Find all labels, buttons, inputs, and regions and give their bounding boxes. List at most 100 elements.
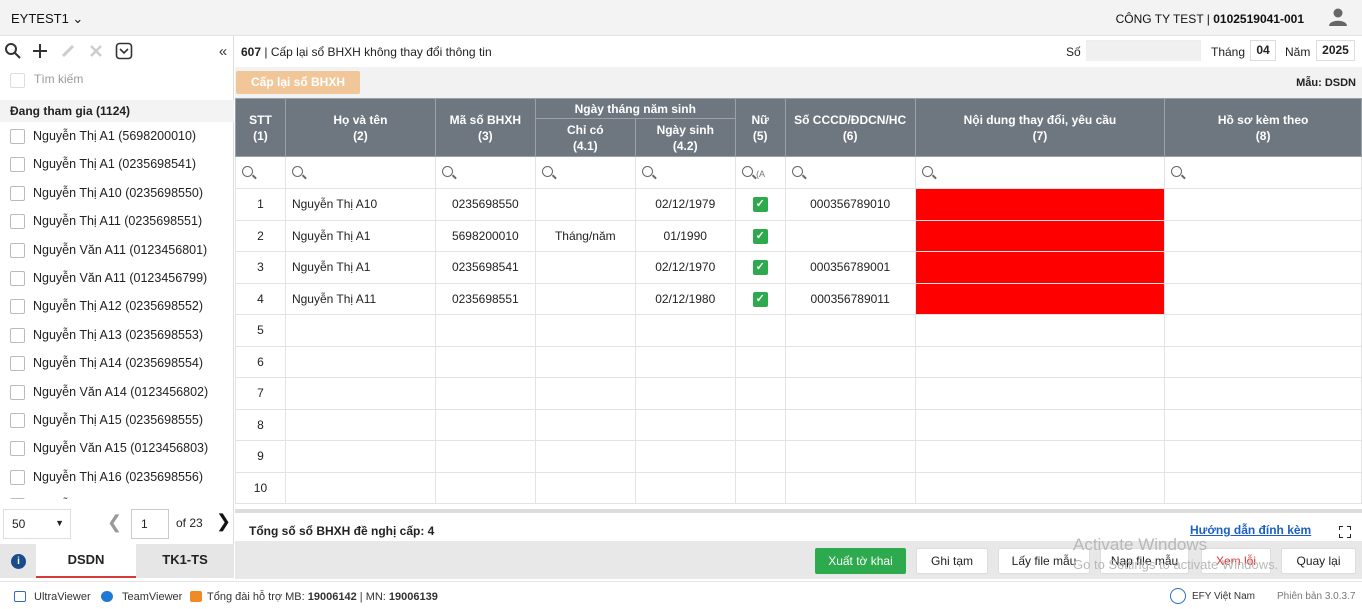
cell-empty[interactable] bbox=[1164, 408, 1362, 441]
cell-dob-only[interactable] bbox=[534, 188, 636, 221]
grid-scrollbar[interactable] bbox=[235, 509, 1362, 513]
cell-empty[interactable] bbox=[534, 471, 636, 504]
add-icon[interactable] bbox=[31, 42, 49, 60]
cell-empty[interactable] bbox=[734, 471, 786, 504]
cell-empty[interactable] bbox=[534, 314, 636, 347]
cell-empty[interactable] bbox=[434, 377, 536, 410]
list-item[interactable]: Nguyễn Văn A11 (0123456801) bbox=[0, 238, 234, 266]
cell-empty[interactable] bbox=[734, 377, 786, 410]
cell-empty[interactable] bbox=[284, 345, 436, 378]
cell-empty[interactable] bbox=[534, 345, 636, 378]
cell-empty[interactable] bbox=[734, 345, 786, 378]
cell-empty[interactable] bbox=[434, 440, 536, 473]
cell-dob-only[interactable]: Tháng/năm bbox=[534, 219, 636, 252]
prev-page-icon[interactable]: ❮ bbox=[107, 512, 123, 532]
cell-dob-only[interactable] bbox=[534, 251, 636, 284]
teamviewer-icon[interactable] bbox=[101, 591, 113, 602]
cell-bhxh[interactable]: 0235698541 bbox=[434, 251, 536, 284]
cell-empty[interactable] bbox=[634, 440, 736, 473]
reissue-book-button[interactable]: Cấp lại sổ BHXH bbox=[236, 71, 360, 94]
load-template-button[interactable]: Nạp file mẫu bbox=[1100, 548, 1189, 574]
cell-empty[interactable] bbox=[784, 314, 916, 347]
table-row[interactable]: 10 bbox=[235, 471, 1362, 504]
cell-empty[interactable] bbox=[634, 345, 736, 378]
cell-empty[interactable] bbox=[914, 377, 1166, 410]
cell-empty[interactable] bbox=[434, 314, 536, 347]
filter-cell[interactable]: (A bbox=[734, 156, 786, 189]
cell-female[interactable]: ✓ bbox=[734, 282, 786, 315]
sidebar-search[interactable]: Tìm kiếm bbox=[0, 66, 234, 94]
filter-cell[interactable] bbox=[784, 156, 916, 189]
user-icon[interactable] bbox=[1328, 7, 1348, 27]
table-row[interactable]: 7 bbox=[235, 377, 1362, 410]
cell-empty[interactable] bbox=[784, 408, 916, 441]
list-item[interactable]: Nguyễn Thị A12 (0235698552) bbox=[0, 294, 234, 322]
page-input[interactable]: 1 bbox=[131, 509, 169, 539]
cell-empty[interactable] bbox=[284, 471, 436, 504]
filter-cell[interactable] bbox=[434, 156, 536, 189]
search-placeholder[interactable]: Tìm kiếm bbox=[34, 72, 84, 86]
cell-name[interactable]: Nguyễn Thị A11 bbox=[284, 282, 436, 315]
cell-content-error[interactable] bbox=[914, 282, 1166, 315]
dropdown-box-icon[interactable] bbox=[115, 42, 133, 60]
cell-female[interactable]: ✓ bbox=[734, 188, 786, 221]
table-row[interactable]: 6 bbox=[235, 345, 1362, 378]
cell-empty[interactable] bbox=[1164, 345, 1362, 378]
cell-empty[interactable] bbox=[914, 408, 1166, 441]
cell-empty[interactable] bbox=[734, 408, 786, 441]
filter-cell[interactable] bbox=[235, 156, 286, 189]
list-item-checkbox[interactable] bbox=[10, 356, 25, 372]
list-item-checkbox[interactable] bbox=[10, 384, 25, 400]
cell-dob-only[interactable] bbox=[534, 282, 636, 315]
filter-cell[interactable] bbox=[534, 156, 636, 189]
cell-empty[interactable] bbox=[434, 345, 536, 378]
select-all-checkbox[interactable] bbox=[10, 73, 25, 88]
cell-cccd[interactable] bbox=[784, 219, 916, 252]
filter-cell[interactable] bbox=[1164, 156, 1362, 189]
cell-empty[interactable] bbox=[634, 377, 736, 410]
cell-dob-full[interactable]: 02/12/1980 bbox=[634, 282, 736, 315]
edit-icon[interactable] bbox=[59, 42, 77, 60]
cell-female[interactable]: ✓ bbox=[734, 219, 786, 252]
list-item[interactable]: Nguyễn Thị A1 (5698200010) bbox=[0, 124, 234, 152]
cell-content-error[interactable] bbox=[914, 219, 1166, 252]
cell-empty[interactable] bbox=[534, 440, 636, 473]
so-input[interactable] bbox=[1086, 40, 1201, 61]
cell-bhxh[interactable]: 5698200010 bbox=[434, 219, 536, 252]
cell-docs[interactable] bbox=[1164, 219, 1362, 252]
get-template-button[interactable]: Lấy file mẫu bbox=[998, 548, 1090, 574]
list-item[interactable]: Nguyễn Thị A10 (0235698550) bbox=[0, 181, 234, 209]
month-input[interactable]: 04 bbox=[1250, 40, 1276, 61]
cell-dob-full[interactable]: 01/1990 bbox=[634, 219, 736, 252]
table-row[interactable]: 8 bbox=[235, 408, 1362, 441]
cell-empty[interactable] bbox=[914, 345, 1166, 378]
cell-female[interactable]: ✓ bbox=[734, 251, 786, 284]
cell-empty[interactable] bbox=[784, 377, 916, 410]
list-item-checkbox[interactable] bbox=[10, 242, 25, 258]
cell-cccd[interactable]: 000356789001 bbox=[784, 251, 916, 284]
tab-tk1-ts[interactable]: TK1-TS bbox=[162, 552, 208, 567]
cell-name[interactable]: Nguyễn Thị A1 bbox=[284, 251, 436, 284]
list-item[interactable]: Nguyễn Văn A14 (0123456802) bbox=[0, 380, 234, 408]
list-item-checkbox[interactable] bbox=[10, 185, 25, 201]
list-item[interactable]: Nguyễn Thị A1 (0235698541) bbox=[0, 152, 234, 180]
checkbox-checked-icon[interactable]: ✓ bbox=[752, 228, 768, 244]
list-item-checkbox[interactable] bbox=[10, 469, 25, 485]
list-item-checkbox[interactable] bbox=[10, 214, 25, 230]
delete-icon[interactable] bbox=[87, 42, 105, 60]
list-item-checkbox[interactable] bbox=[10, 270, 25, 286]
list-item[interactable]: Nguyễn Văn A15 (0123456803) bbox=[0, 436, 234, 464]
cell-empty[interactable] bbox=[914, 471, 1166, 504]
filter-cell[interactable] bbox=[284, 156, 436, 189]
cell-empty[interactable] bbox=[1164, 377, 1362, 410]
cell-dob-full[interactable]: 02/12/1979 bbox=[634, 188, 736, 221]
table-row[interactable]: 1 Nguyễn Thị A10 0235698550 02/12/1979 ✓ 0003… bbox=[235, 188, 1362, 221]
list-item-checkbox[interactable] bbox=[10, 327, 25, 343]
filter-cell[interactable] bbox=[634, 156, 736, 189]
page-size-select[interactable]: 50 ▼ bbox=[3, 509, 71, 539]
table-row[interactable]: 2 Nguyễn Thị A1 5698200010 Tháng/năm 01/1990… bbox=[235, 219, 1362, 252]
year-input[interactable]: 2025 bbox=[1316, 40, 1355, 61]
guide-link[interactable]: Hướng dẫn đính kèm bbox=[1190, 523, 1312, 537]
cell-empty[interactable] bbox=[634, 471, 736, 504]
cell-empty[interactable] bbox=[284, 314, 436, 347]
